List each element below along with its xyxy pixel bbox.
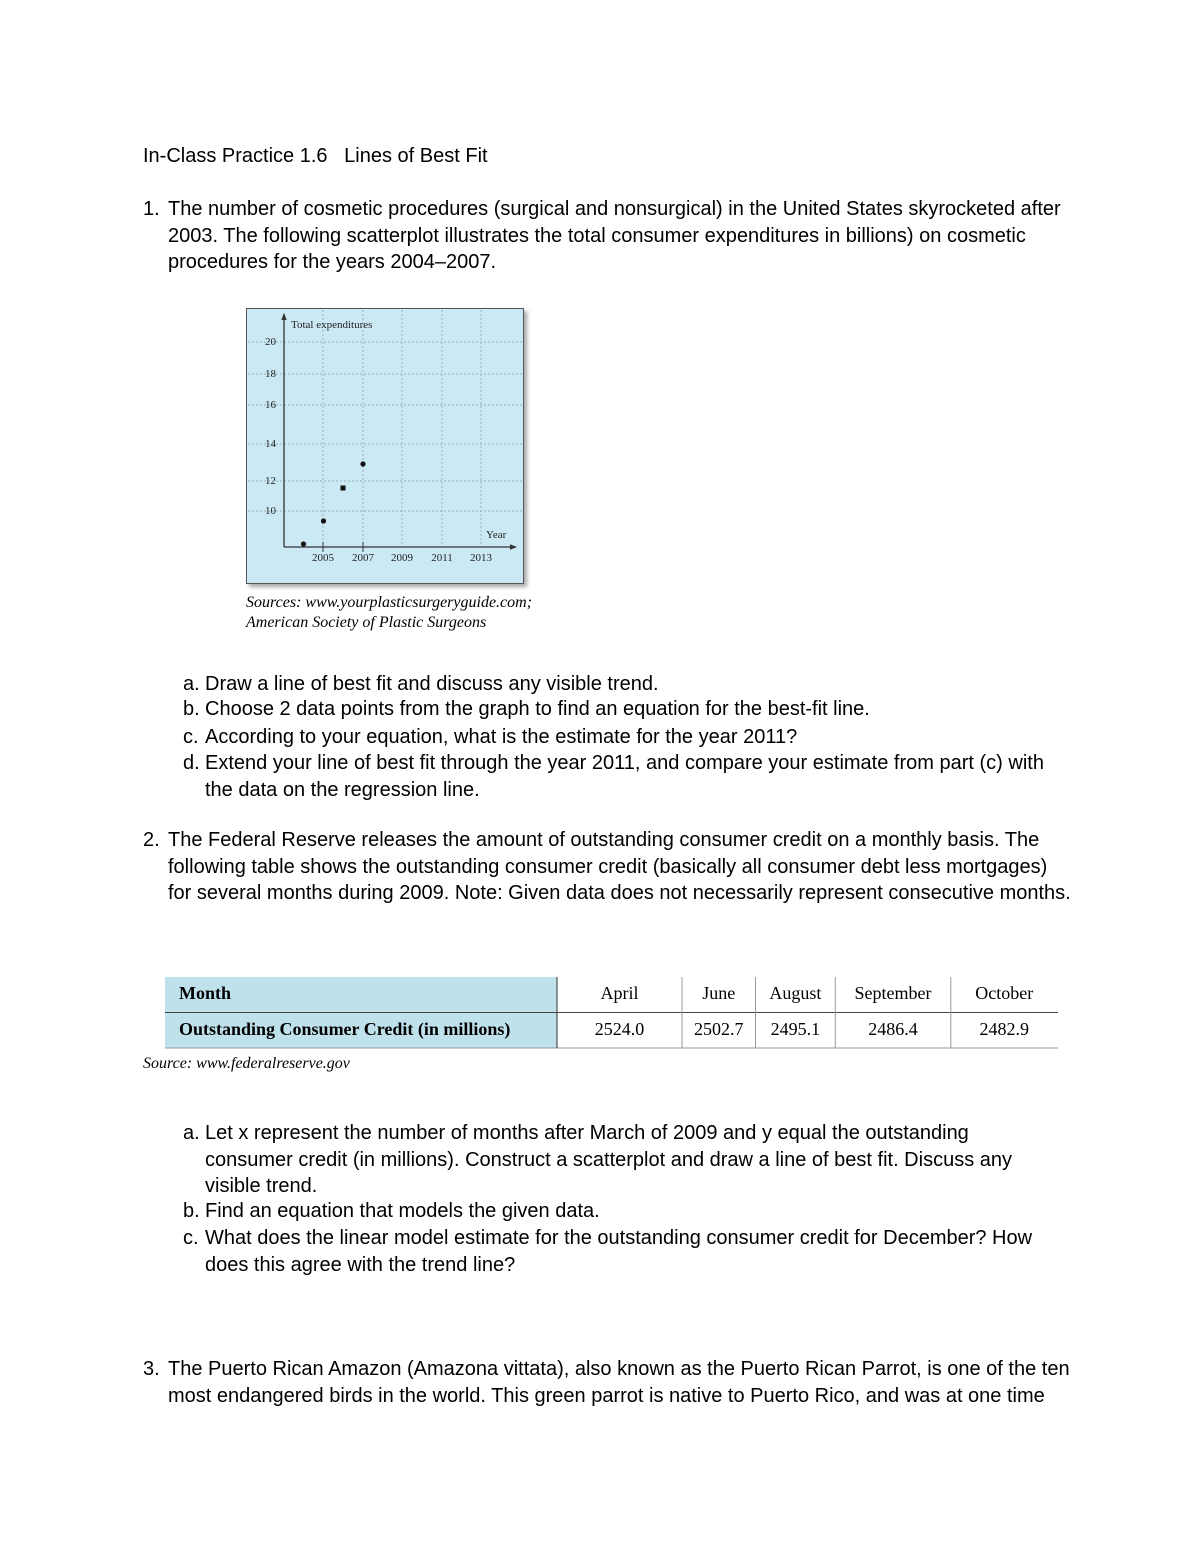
svg-text:10: 10 bbox=[265, 505, 277, 517]
svg-text:2013: 2013 bbox=[470, 552, 493, 564]
svg-text:2005: 2005 bbox=[312, 552, 335, 564]
svg-text:2007: 2007 bbox=[352, 552, 375, 564]
svg-text:18: 18 bbox=[265, 368, 277, 380]
svg-text:Total expenditures: Total expenditures bbox=[291, 319, 372, 331]
svg-text:Year: Year bbox=[486, 529, 507, 541]
svg-text:14: 14 bbox=[265, 438, 277, 450]
svg-text:20: 20 bbox=[265, 336, 277, 348]
svg-text:12: 12 bbox=[265, 475, 276, 487]
svg-text:2009: 2009 bbox=[391, 552, 414, 564]
svg-text:16: 16 bbox=[265, 399, 277, 411]
svg-text:2011: 2011 bbox=[431, 552, 453, 564]
